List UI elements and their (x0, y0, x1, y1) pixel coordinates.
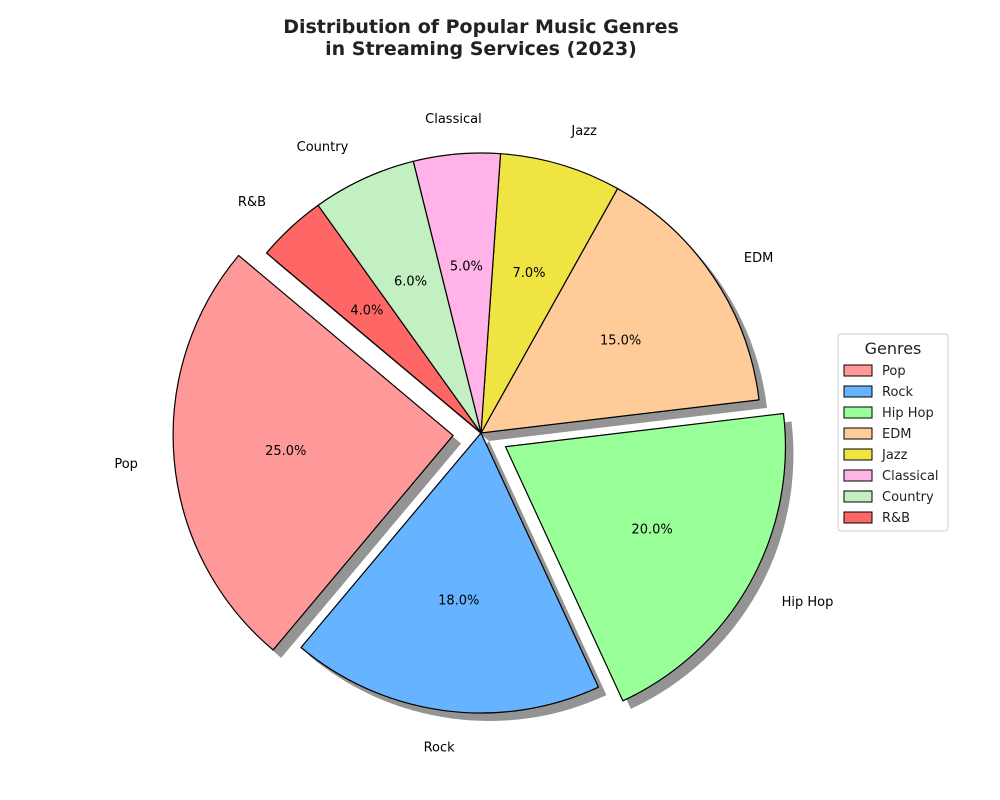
category-label-classical: Classical (425, 112, 482, 127)
chart-title-line-1: Distribution of Popular Music Genres (283, 16, 679, 38)
percent-label-jazz: 7.0% (512, 266, 545, 281)
legend-title: Genres (865, 339, 922, 358)
slice-randb (265, 204, 482, 434)
category-label-randb: R&B (238, 195, 266, 210)
legend-swatch-country (843, 490, 873, 503)
legend-swatch-edm (843, 427, 873, 440)
legend-swatch-rock (843, 385, 873, 398)
slice-jazz (480, 153, 619, 434)
legend-swatch-pop (843, 364, 873, 377)
pie-slices (172, 152, 786, 714)
percentage-labels: 25.0% 18.0% 20.0% 15.0% 7.0% 5.0% 6.0% 4.0% (265, 260, 673, 609)
category-label-edm: EDM (744, 251, 773, 266)
chart-title-line-2: in Streaming Services (2023) (325, 38, 637, 60)
legend-swatch-hip-hop (843, 406, 873, 419)
legend-label-jazz: Jazz (881, 448, 908, 463)
legend-label-classical: Classical (882, 469, 939, 484)
legend-label-hip-hop: Hip Hop (882, 406, 934, 421)
slice-rock (300, 432, 600, 714)
slice-pop (172, 254, 454, 651)
percent-label-rock: 18.0% (438, 594, 479, 609)
legend-label-pop: Pop (882, 364, 906, 379)
percent-label-country: 6.0% (394, 274, 427, 289)
percent-label-pop: 25.0% (265, 444, 306, 459)
slice-hip-hop (504, 412, 786, 702)
legend-label-edm: EDM (882, 427, 911, 442)
percent-label-hip-hop: 20.0% (631, 523, 672, 538)
legend-swatch-jazz (843, 448, 873, 461)
category-label-pop: Pop (114, 457, 138, 472)
percent-label-randb: 4.0% (350, 304, 383, 319)
legend-label-randb: R&B (882, 511, 910, 526)
legend: Genres Pop Rock Hip Hop EDM Jazz Classical Cou… (837, 333, 949, 532)
legend-entries: Pop Rock Hip Hop EDM Jazz Classical Country R&B (843, 364, 939, 526)
legend-swatch-randb (843, 511, 873, 524)
slice-edm (480, 187, 760, 434)
category-labels: Pop Rock Hip Hop EDM Jazz Classical Country R&B (114, 112, 833, 756)
category-label-country: Country (297, 140, 349, 155)
percent-label-edm: 15.0% (600, 334, 641, 349)
category-label-hip-hop: Hip Hop (782, 595, 834, 610)
legend-label-country: Country (882, 490, 934, 505)
percent-label-classical: 5.0% (450, 260, 483, 275)
legend-swatch-classical (843, 469, 873, 482)
legend-label-rock: Rock (882, 385, 914, 400)
category-label-rock: Rock (424, 741, 456, 756)
legend-frame (837, 333, 949, 532)
category-label-jazz: Jazz (570, 124, 597, 139)
